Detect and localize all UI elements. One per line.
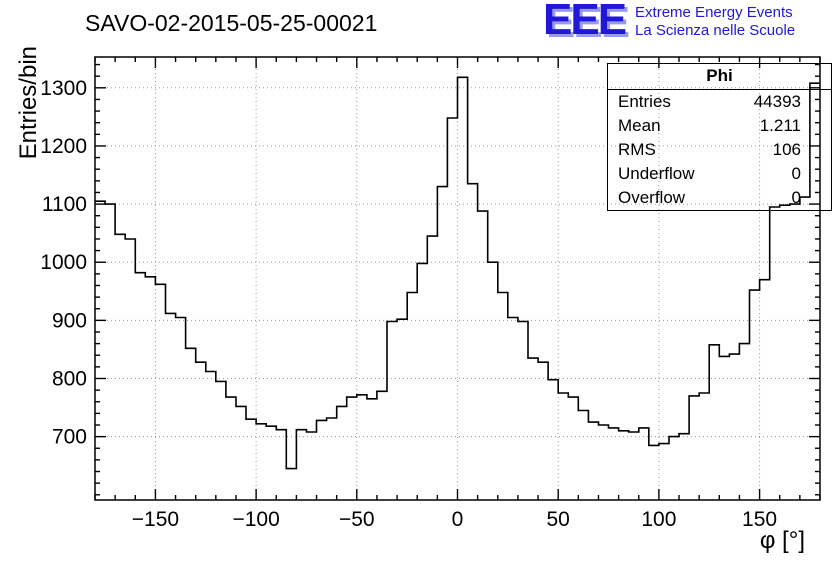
- y-tick-label: 900: [52, 309, 87, 332]
- x-tick-label: 100: [641, 508, 676, 531]
- stats-row-value: 44393: [753, 92, 801, 111]
- stats-row-label: Underflow: [618, 164, 695, 183]
- stats-row: RMS 106: [608, 138, 831, 162]
- y-tick-label: 1000: [40, 251, 87, 274]
- eee-logo: EEE Extreme Energy Events La Scienza nel…: [543, 0, 795, 44]
- stats-row: Mean 1.211: [608, 114, 831, 138]
- y-tick-label: 1300: [40, 77, 87, 100]
- eee-logo-acronym: EEE: [543, 0, 627, 44]
- x-tick-label: 150: [742, 508, 777, 531]
- stats-row-value: 106: [772, 140, 801, 159]
- x-tick-label: −50: [339, 508, 375, 531]
- eee-logo-line2: La Scienza nelle Scuole: [635, 22, 796, 39]
- y-axis-title: Entries/bin: [15, 46, 42, 159]
- stats-row-label: Overflow: [618, 188, 686, 207]
- y-tick-label: 800: [52, 367, 87, 390]
- eee-logo-line1: Extreme Energy Events: [635, 4, 793, 21]
- stats-rows: Entries 44393 Mean 1.211 RMS 106 Underflow 0 Ove…: [608, 90, 831, 210]
- x-tick-label: 50: [547, 508, 570, 531]
- x-tick-label: 0: [452, 508, 464, 531]
- stats-row-value: 0: [791, 164, 801, 183]
- eee-logo-text: Extreme Energy Events La Scienza nelle S…: [635, 4, 795, 40]
- x-tick-label: −100: [232, 508, 279, 531]
- stats-box: Phi Entries 44393 Mean 1.211 RMS 106 Underflow…: [607, 63, 832, 211]
- stats-row-label: RMS: [618, 140, 656, 159]
- y-tick-label: 700: [52, 426, 87, 449]
- stats-row: Underflow 0: [608, 162, 831, 186]
- plot-title: SAVO-02-2015-05-25-00021: [85, 10, 378, 36]
- x-axis-title: φ [°]: [760, 527, 805, 554]
- stats-row: Overflow 0: [608, 186, 831, 210]
- histogram-line: [95, 76, 820, 470]
- x-tick-label: −150: [132, 508, 179, 531]
- stats-title: Phi: [608, 64, 831, 90]
- stats-row-label: Mean: [618, 116, 661, 135]
- y-tick-label: 1100: [42, 193, 87, 216]
- stats-row-label: Entries: [618, 92, 671, 111]
- y-tick-label: 1200: [40, 135, 87, 158]
- stats-row-value: 0: [791, 188, 801, 207]
- stats-row: Entries 44393: [608, 90, 831, 114]
- stats-row-value: 1.211: [759, 116, 801, 135]
